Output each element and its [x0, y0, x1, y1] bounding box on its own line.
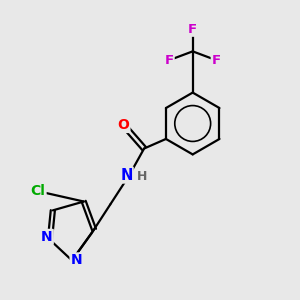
Text: O: O	[118, 118, 129, 132]
Text: F: F	[212, 54, 221, 67]
Text: F: F	[188, 23, 197, 36]
Text: N: N	[70, 254, 82, 267]
Text: H: H	[136, 170, 147, 183]
Text: Cl: Cl	[31, 184, 46, 198]
Text: N: N	[120, 167, 133, 182]
Text: N: N	[41, 230, 53, 244]
Text: F: F	[165, 54, 174, 67]
